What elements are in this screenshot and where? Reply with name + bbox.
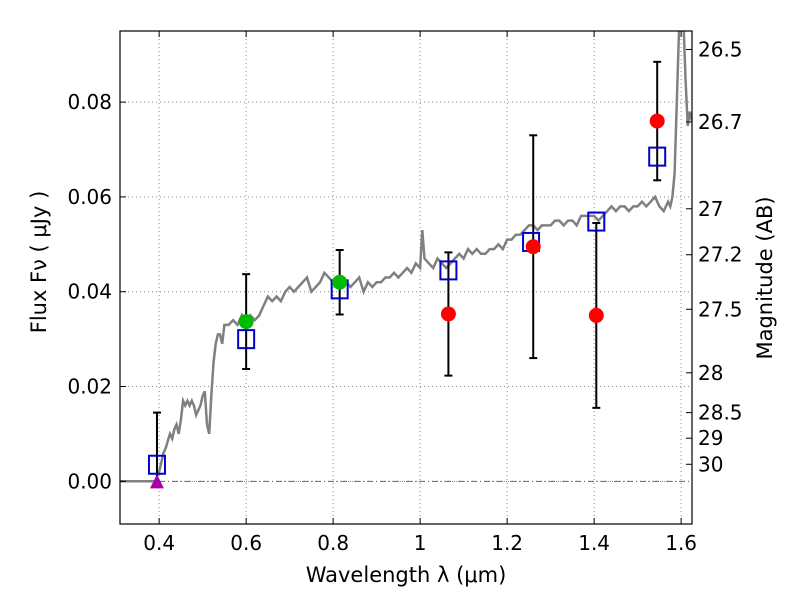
observed-red-point (440, 306, 456, 322)
sed-model-line-group (120, 31, 692, 483)
observed-red-point (588, 307, 604, 323)
x-axis-ticks: 0.4 0.6 0.8 1 1.2 1.4 1.6 (143, 31, 697, 555)
x-tick-label: 0.8 (317, 531, 349, 555)
magnitude-axis-label: Magnitude (AB) (753, 196, 777, 359)
x-tick-label: 1.6 (665, 531, 697, 555)
model-photometry-square (439, 260, 458, 281)
grid-lines (120, 31, 692, 524)
magnitude-tick-label: 28.5 (698, 401, 743, 425)
sed-model-line (120, 31, 692, 483)
model-photometry-square (587, 211, 606, 232)
magnitude-tick-label: 29 (698, 426, 723, 450)
x-tick-label: 1 (414, 531, 427, 555)
y-tick-label: 0.04 (67, 280, 112, 304)
magnitude-tick-label: 27.2 (698, 243, 743, 267)
x-axis-label: Wavelength λ (μm) (306, 563, 507, 587)
observed-green-point (332, 274, 348, 290)
upper-limit-triangle (149, 474, 164, 489)
model-photometry-square (237, 329, 256, 350)
error-bars (152, 60, 662, 482)
magnitude-tick-label: 28 (698, 361, 723, 385)
observed-red-point (649, 113, 665, 129)
plot-frame (119, 30, 693, 525)
magnitude-tick-label: 26.5 (698, 37, 743, 61)
magnitude-tick-label: 27 (698, 197, 723, 221)
y-tick-label: 0.06 (67, 185, 112, 209)
observed-green-point (238, 314, 254, 330)
y-tick-label: 0.00 (67, 469, 112, 493)
y-tick-label: 0.08 (67, 90, 112, 114)
y-axis-ticks: 0.00 0.02 0.04 0.06 0.08 (67, 90, 126, 493)
x-tick-label: 1.2 (491, 531, 523, 555)
magnitude-tick-label: 27.5 (698, 297, 743, 321)
magnitude-tick-label: 26.7 (698, 110, 743, 134)
data-markers (147, 113, 667, 489)
observed-red-point (525, 239, 541, 255)
magnitude-tick-label: 30 (698, 452, 723, 476)
y-tick-label: 0.02 (67, 375, 112, 399)
y-axis-label: Flux Fν ( μJy ) (27, 191, 51, 334)
x-tick-label: 1.4 (578, 531, 610, 555)
model-photometry-square (147, 454, 166, 475)
x-tick-label: 0.6 (230, 531, 262, 555)
model-photometry-square (648, 146, 667, 167)
x-tick-label: 0.4 (143, 531, 175, 555)
